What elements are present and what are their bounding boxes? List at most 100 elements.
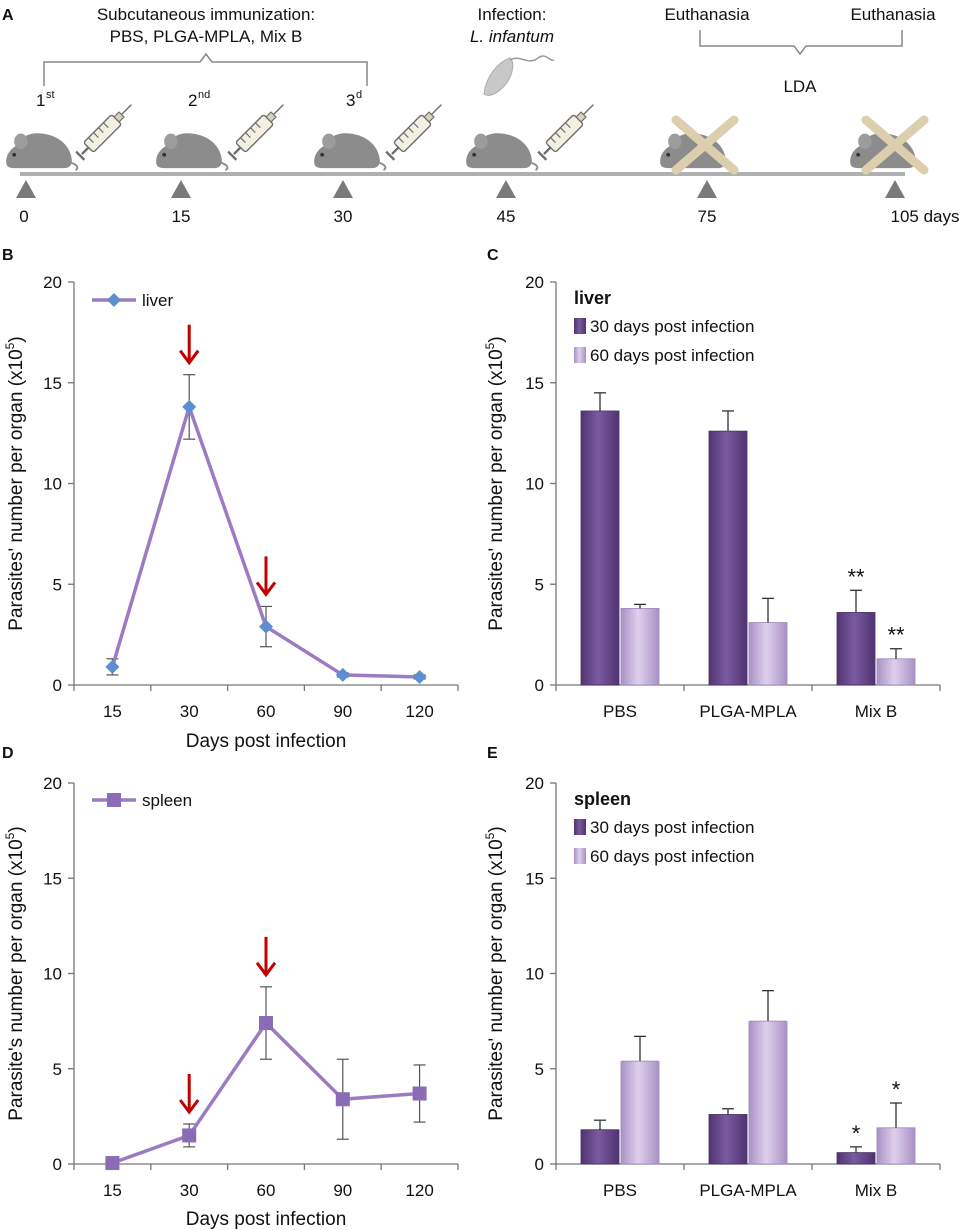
y-tick-label: 20 [525,273,544,292]
legend-label: 60 days post infection [590,847,754,866]
significance-mark: * [892,1077,901,1102]
timeline-marker-30 [333,180,353,198]
mouse-icon-15 [155,132,229,172]
cross-icon-75 [671,115,739,175]
x-tick-label: 90 [333,702,352,721]
y-axis-title-close: ) [486,336,507,342]
legend-marker [107,793,121,807]
panel-label-a: A [2,7,14,24]
x-tick-label: 120 [405,702,433,721]
svg-text:2: 2 [188,91,197,110]
y-tick-label: 5 [53,575,62,594]
panel-d-spleen-line-chart: D 0 5 10 15 20 15 30 60 90 120 Parasite's number pe… [2,745,459,1230]
mouse-icon-30 [313,132,387,172]
x-axis-title: Days post infection [186,1209,347,1230]
timeline-day-75: 75 [698,207,717,226]
red-arrow-icon [255,936,277,978]
data-point [105,1156,120,1171]
syringe-icon-30 [384,98,448,162]
lda-bracket [699,30,903,56]
dose-label-1: 1 st [36,89,55,110]
panel-label-c: C [487,247,499,264]
panel-a-timeline: A Subcutaneous immunization: PBS, PLGA-M… [2,5,960,226]
cross-icon-105 [861,115,929,175]
bar [748,622,788,686]
svg-text:3: 3 [346,91,355,110]
bar [876,658,916,686]
panel-label-d: D [2,745,14,762]
lda-label: LDA [783,77,817,96]
timeline-marker-0 [16,180,36,198]
y-tick-label: 0 [53,1155,62,1174]
timeline-marker-45 [496,180,516,198]
y-tick-label: 0 [535,676,544,695]
timeline-marker-75 [697,180,717,198]
x-tick-label: 60 [257,1181,276,1200]
x-tick-label: 15 [103,702,122,721]
timeline-marker-105 [885,180,905,198]
legend-marker [107,293,121,307]
panel-c-liver-bar-chart: C 0 5 10 15 20 PBS PLGA-MPLA Mix B Parasites' num… [483,247,941,721]
x-tick-label: 15 [103,1181,122,1200]
legend-label: 60 days post infection [590,346,754,365]
y-axis-title: Parasites' number per organ (x105) [3,336,27,630]
y-axis-title-sup: 5 [483,342,497,349]
y-tick-label: 20 [525,774,544,793]
svg-text:d: d [356,89,362,101]
panel-e-spleen-bar-chart: E 0 5 10 15 20 PBS PLGA-MPLA Mix B Parasites' num… [483,745,941,1200]
timeline-marker-15 [171,180,191,198]
y-tick-label: 10 [525,475,544,494]
legend-title: liver [574,288,611,308]
significance-mark: ** [847,564,865,589]
red-arrow-icon [255,556,277,597]
panel-b-liver-line-chart: B 0 5 10 15 20 15 30 60 90 120 Parasites' number pe… [2,247,459,752]
y-tick-label: 15 [43,374,62,393]
y-tick-label: 15 [525,374,544,393]
legend-title: spleen [574,789,631,809]
y-tick-label: 0 [53,676,62,695]
y-axis-title: Parasites' number per organ (x105) [483,336,507,630]
legend-swatch [574,318,586,334]
bar [708,1114,748,1165]
y-tick-label: 20 [43,774,62,793]
legend-swatch [574,347,586,363]
y-axis-title-sup: 5 [483,832,497,839]
euthanasia-label-2: Euthanasia [850,5,936,24]
syringe-icon-15 [226,98,290,162]
x-tick-label: Mix B [855,702,898,721]
x-tick-label: PBS [603,1181,637,1200]
legend-label: 30 days post infection [590,317,754,336]
y-tick-label: 5 [535,1060,544,1079]
data-point [182,1128,197,1143]
dose-label-3: 3 d [346,89,362,110]
y-axis-title-close: ) [486,826,507,832]
data-point [335,1092,350,1107]
x-tick-label: 30 [180,702,199,721]
bar [876,1127,916,1165]
y-tick-label: 10 [525,965,544,984]
timeline-day-105: 105 days [891,207,960,226]
immunization-label-line2: PBS, PLGA-MPLA, Mix B [110,27,303,46]
x-tick-label: 30 [180,1181,199,1200]
x-tick-label: PLGA-MPLA [699,1181,797,1200]
red-arrow-icon [179,324,200,366]
y-axis-title-main: Parasites' number per organ (x10 [6,349,27,630]
y-axis-title-main: Parasites' number per organ (x10 [486,839,507,1120]
panel-label-e: E [487,745,498,762]
x-tick-label: PLGA-MPLA [699,702,797,721]
data-point [105,659,120,674]
immunization-label-line1: Subcutaneous immunization: [97,5,315,24]
bar [748,1020,788,1165]
bar [580,1129,620,1165]
bar [836,612,876,686]
y-tick-label: 0 [535,1155,544,1174]
svg-text:nd: nd [198,89,210,101]
y-axis-title: Parasites' number per organ (x105) [483,826,507,1120]
y-tick-label: 10 [43,965,62,984]
y-axis-title-sup: 5 [3,342,17,349]
data-point [412,669,427,684]
y-axis-title: Parasite's number per organ (x105) [3,826,27,1120]
significance-mark: * [852,1121,861,1146]
syringe-icon-45 [536,98,600,162]
y-axis-title-close: ) [6,336,27,342]
